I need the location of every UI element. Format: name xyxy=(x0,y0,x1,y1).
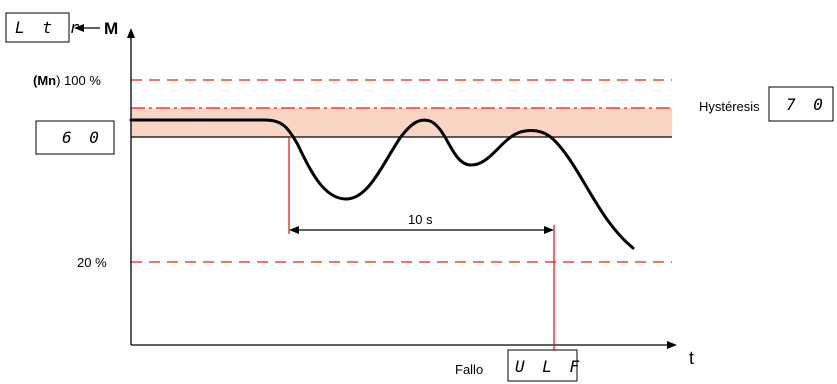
setpoint-display: 6 0 xyxy=(62,128,103,147)
fault-code-display: U L F xyxy=(515,357,583,376)
setpoint-box xyxy=(35,120,115,155)
min-level-label: 20 % xyxy=(77,255,107,270)
hysteresis-label: Hystéresis xyxy=(699,99,760,114)
max-level-suffix: ) 100 % xyxy=(56,73,101,88)
hysteresis-display: 7 0 xyxy=(786,95,827,114)
fault-label: Fallo xyxy=(455,362,483,377)
param-to-axis-arrowhead xyxy=(74,24,84,32)
hysteresis-band xyxy=(131,108,672,137)
max-level-label: (Mn) 100 % xyxy=(33,73,101,88)
max-level-prefix: (Mn xyxy=(33,73,56,88)
delay-arrow-left xyxy=(289,226,299,234)
hysteresis-box xyxy=(768,86,834,122)
param-code-display: L t r xyxy=(15,18,83,37)
load-curve xyxy=(129,118,635,250)
fault-code-box xyxy=(507,349,578,382)
param-code-box xyxy=(5,12,70,43)
y-axis-arrow xyxy=(127,28,135,38)
delay-label: 10 s xyxy=(408,212,433,227)
x-axis-arrow xyxy=(667,341,677,349)
axis-y-label: M xyxy=(104,19,118,38)
delay-arrow-right xyxy=(544,226,554,234)
axis-x-label: t xyxy=(689,348,694,368)
